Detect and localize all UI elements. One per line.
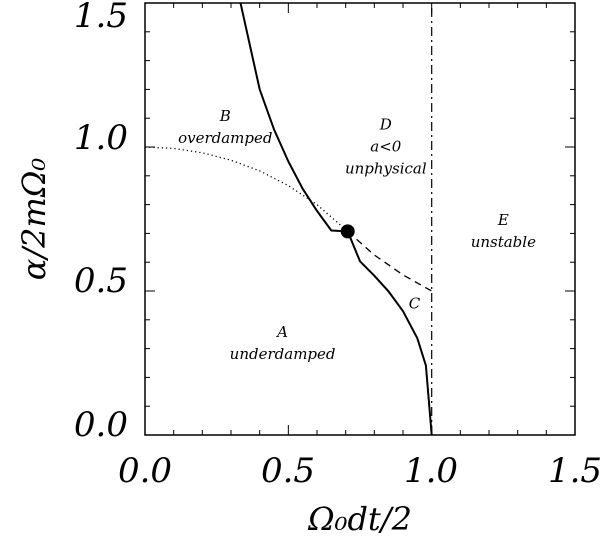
x-tick-label: 1.5: [548, 451, 602, 491]
region-label: a<0: [370, 138, 402, 156]
region-label: underdamped: [230, 345, 336, 363]
x-tick-label: 0.5: [261, 451, 315, 491]
axis-ticks: [144, 2, 576, 436]
x-axis-tick-labels: 0.0 0.5 1.0 1.5: [118, 451, 602, 491]
region-label: unstable: [471, 233, 536, 251]
region-letter: D: [379, 116, 392, 134]
y-tick-label: 1.0: [74, 118, 128, 158]
y-tick-label: 0.5: [74, 261, 128, 301]
region-letter: C: [409, 294, 421, 312]
region-letter: B: [219, 107, 231, 125]
y-axis-title: α/2mΩ₀: [15, 158, 53, 281]
series-line-dotted: [144, 146, 349, 232]
y-axis-tick-labels: 0.0 0.5 1.0 1.5: [74, 0, 128, 445]
critical-point: [340, 224, 355, 239]
series-line-dashed: [347, 230, 433, 292]
plot-frame: [144, 2, 576, 436]
region-letter: A: [275, 323, 288, 341]
region-label: unphysical: [345, 160, 427, 178]
x-tick-label: 1.0: [404, 451, 458, 491]
region-letter: E: [497, 211, 509, 229]
series-line-solid: [239, 2, 433, 436]
y-tick-label: 1.5: [74, 0, 128, 36]
x-tick-label: 0.0: [118, 451, 172, 491]
y-tick-label: 0.0: [74, 405, 128, 445]
region-c: C: [409, 294, 421, 312]
region-label: overdamped: [178, 129, 272, 147]
x-axis-title: Ω₀dt/2: [307, 500, 412, 538]
series-layer: [144, 2, 433, 436]
points-layer: [340, 224, 355, 239]
region-d: Da<0 unphysical: [345, 116, 427, 178]
